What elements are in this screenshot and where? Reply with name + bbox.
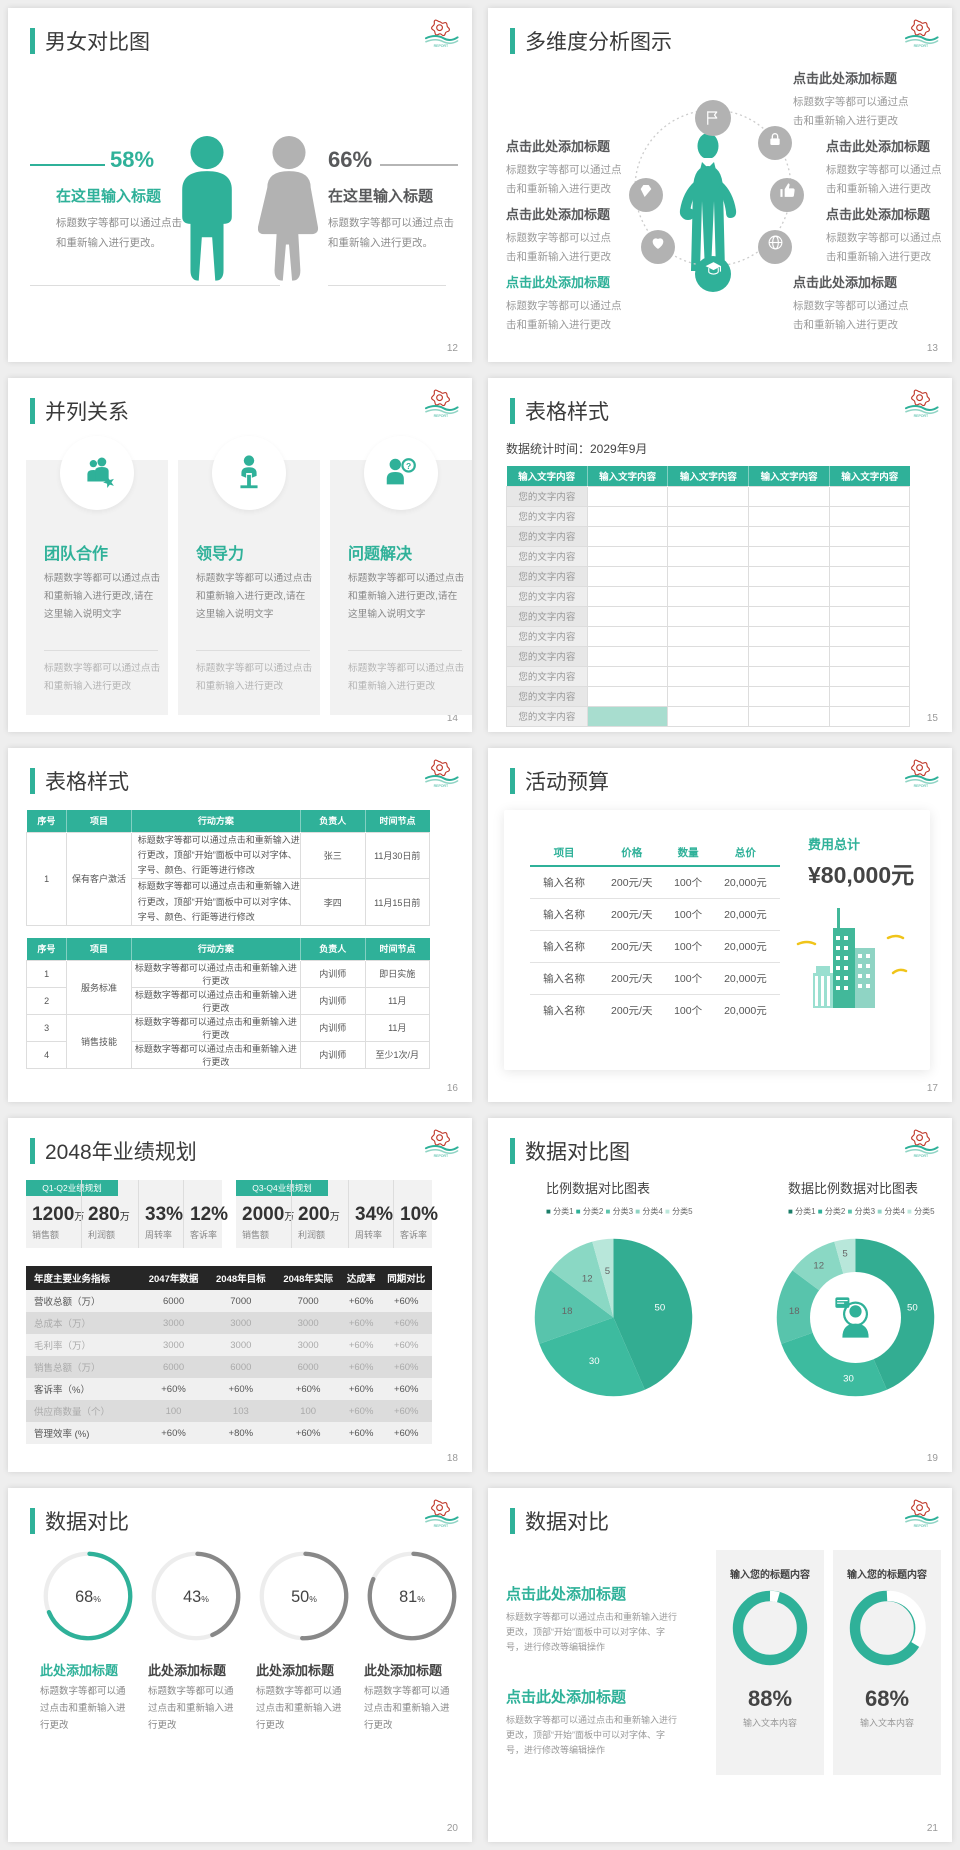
svg-text:50%: 50% <box>291 1588 317 1606</box>
svg-text:12: 12 <box>813 1261 824 1272</box>
svg-text:12: 12 <box>582 1274 593 1285</box>
svg-text:18: 18 <box>562 1306 573 1317</box>
svg-text:REPORT: REPORT <box>434 1524 449 1528</box>
svg-text:30: 30 <box>843 1373 854 1384</box>
svg-text:50: 50 <box>655 1303 666 1314</box>
svg-text:18: 18 <box>789 1306 800 1317</box>
svg-text:30: 30 <box>589 1356 600 1367</box>
svg-text:REPORT: REPORT <box>434 414 449 418</box>
svg-text:REPORT: REPORT <box>434 784 449 788</box>
svg-text:81%: 81% <box>399 1588 425 1606</box>
svg-text:REPORT: REPORT <box>434 1154 449 1158</box>
svg-text:5: 5 <box>842 1248 847 1259</box>
svg-text:REPORT: REPORT <box>914 414 929 418</box>
svg-text:REPORT: REPORT <box>914 1154 929 1158</box>
svg-text:68%: 68% <box>75 1588 101 1606</box>
svg-text:REPORT: REPORT <box>914 784 929 788</box>
svg-text:43%: 43% <box>183 1588 209 1606</box>
svg-text:REPORT: REPORT <box>434 44 449 48</box>
svg-text:?: ? <box>406 461 411 471</box>
svg-text:REPORT: REPORT <box>914 1524 929 1528</box>
svg-text:50: 50 <box>907 1303 918 1314</box>
svg-text:5: 5 <box>605 1266 610 1277</box>
svg-text:REPORT: REPORT <box>914 44 929 48</box>
